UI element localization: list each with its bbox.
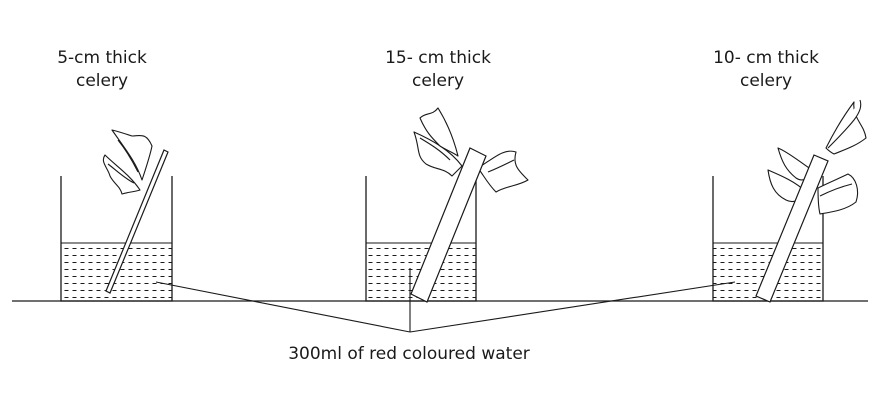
setup-10cm: 10- cm thick celery: [712, 48, 867, 303]
caption: 300ml of red coloured water: [288, 344, 530, 364]
setup-15cm: 15- cm thick celery: [365, 48, 529, 303]
setup-label-line1: 15- cm thick: [385, 48, 491, 68]
beaker: [60, 176, 173, 302]
setup-label-line1: 5-cm thick: [57, 48, 147, 68]
beaker: [365, 176, 477, 302]
celery-leaves: [767, 99, 867, 215]
setup-label-line2: celery: [412, 71, 464, 91]
celery-leaves: [102, 129, 153, 195]
setup-label-line2: celery: [740, 71, 792, 91]
setup-label-line1: 10- cm thick: [713, 48, 819, 68]
celery-leaves: [413, 107, 529, 193]
celery-stalk: [410, 147, 487, 303]
setup-5cm: 5-cm thick celery: [57, 48, 173, 302]
setup-label-line2: celery: [76, 71, 128, 91]
celery-stalk: [755, 154, 829, 303]
celery-stalk: [105, 149, 169, 294]
pointer-lines: [155, 268, 736, 333]
